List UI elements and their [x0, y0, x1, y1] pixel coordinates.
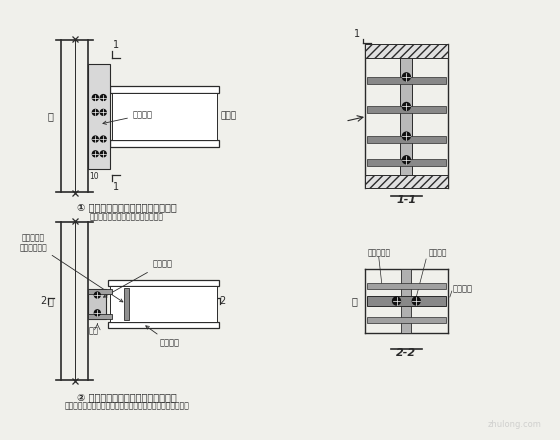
Circle shape	[92, 151, 99, 157]
Text: 1: 1	[113, 183, 119, 192]
Circle shape	[92, 136, 99, 142]
Bar	[110, 286, 217, 322]
Circle shape	[403, 103, 410, 110]
Circle shape	[95, 292, 100, 298]
Bar	[112, 93, 217, 140]
Text: 牛腿: 牛腿	[88, 326, 99, 336]
Text: 普通螺栋: 普通螺栋	[104, 260, 172, 297]
Bar	[367, 296, 446, 306]
Bar	[108, 322, 219, 328]
Text: （楼面梁与刚架柱通过小牛腿连接，用于楼面梁距度不大时）: （楼面梁与刚架柱通过小牛腿连接，用于楼面梁距度不大时）	[64, 402, 189, 411]
Text: 柱: 柱	[351, 296, 357, 306]
Text: 构造加劲耡: 构造加劲耡	[367, 248, 390, 257]
Bar	[124, 288, 129, 320]
Bar	[110, 140, 219, 147]
Bar	[110, 86, 219, 93]
Text: ① 楼面梁与刚架柱的铰接连接（一）: ① 楼面梁与刚架柱的铰接连接（一）	[77, 202, 177, 212]
Text: 1: 1	[113, 40, 119, 50]
Text: 柱: 柱	[48, 296, 54, 306]
Bar	[367, 283, 446, 289]
Text: 2: 2	[220, 296, 226, 306]
Bar	[365, 44, 448, 58]
Circle shape	[403, 73, 410, 81]
Text: 楼面次梁: 楼面次梁	[453, 285, 473, 293]
Bar	[367, 159, 446, 166]
Text: zhulong.com: zhulong.com	[488, 420, 542, 429]
Bar	[88, 289, 106, 319]
Circle shape	[100, 110, 106, 115]
Circle shape	[393, 297, 400, 305]
Bar	[402, 269, 412, 333]
Text: （楼面梁与刚架柱通过连接板铰接）: （楼面梁与刚架柱通过连接板铰接）	[90, 212, 164, 221]
Circle shape	[95, 310, 100, 316]
Bar	[367, 317, 446, 323]
Bar	[400, 44, 412, 188]
Text: 普通螺栋: 普通螺栋	[429, 248, 447, 257]
Bar	[367, 106, 446, 114]
Circle shape	[412, 297, 420, 305]
Text: 楼面梁: 楼面梁	[221, 112, 237, 121]
Circle shape	[100, 151, 106, 157]
Bar	[367, 136, 446, 143]
Text: 1-1: 1-1	[396, 195, 417, 205]
Circle shape	[403, 156, 410, 164]
Bar	[365, 175, 448, 188]
Bar	[88, 289, 112, 294]
Text: 2: 2	[40, 296, 46, 306]
Circle shape	[92, 110, 99, 115]
Circle shape	[100, 95, 106, 100]
Text: 1: 1	[354, 29, 360, 39]
Text: 楼面次梁: 楼面次梁	[146, 326, 180, 348]
Circle shape	[92, 95, 99, 100]
Text: ② 楼面梁与刚架柱的铰接连接（二）: ② 楼面梁与刚架柱的铰接连接（二）	[77, 392, 177, 402]
Bar	[108, 280, 219, 286]
Circle shape	[403, 132, 410, 140]
Text: 10: 10	[90, 172, 99, 181]
Bar	[88, 314, 112, 319]
Bar	[88, 64, 110, 169]
Text: 2-2: 2-2	[396, 348, 417, 358]
Text: 构造加劲耡
（成对布置）: 构造加劲耡 （成对布置）	[19, 233, 123, 302]
Text: 高强螺栋: 高强螺栋	[103, 110, 153, 125]
Circle shape	[100, 136, 106, 142]
Bar	[367, 77, 446, 84]
Text: 柱: 柱	[48, 111, 54, 121]
